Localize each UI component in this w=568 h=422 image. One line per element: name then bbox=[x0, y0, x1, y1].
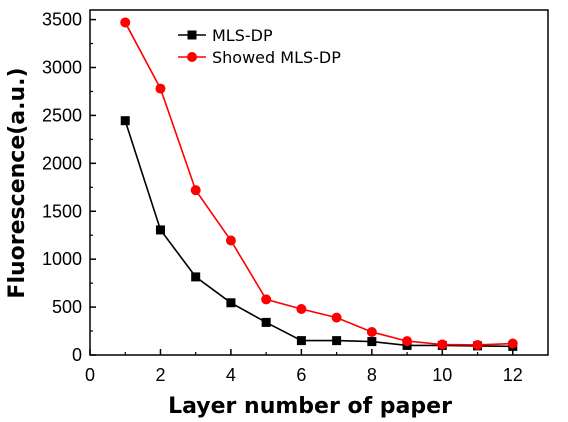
x-tick-label: 4 bbox=[226, 365, 236, 385]
y-tick-label: 3000 bbox=[42, 58, 82, 78]
x-tick-label: 0 bbox=[85, 365, 95, 385]
axis-ticks bbox=[89, 18, 514, 356]
data-point-square bbox=[191, 272, 201, 282]
y-tick-label: 2500 bbox=[42, 105, 82, 125]
data-point-square bbox=[120, 116, 130, 126]
data-point-circle bbox=[261, 294, 272, 305]
y-tick-label: 1500 bbox=[42, 201, 82, 221]
data-point-circle bbox=[507, 338, 518, 349]
legend-marker-circle bbox=[187, 52, 197, 62]
y-tick-label: 2000 bbox=[42, 153, 82, 173]
series-line bbox=[124, 120, 513, 348]
legend: MLS-DP Showed MLS-DP bbox=[178, 26, 341, 67]
data-point-square bbox=[261, 317, 271, 327]
y-axis-title: Fluorescence(a.u.) bbox=[5, 67, 30, 298]
series-2 bbox=[120, 17, 518, 350]
data-point-circle bbox=[155, 83, 166, 94]
y-tick-label: 0 bbox=[72, 345, 82, 365]
series-1 bbox=[120, 116, 518, 351]
y-tick-label: 1000 bbox=[42, 249, 82, 269]
data-point-circle bbox=[402, 336, 413, 347]
y-tick-label: 3500 bbox=[42, 10, 82, 30]
legend-label: MLS-DP bbox=[212, 26, 273, 45]
data-point-square bbox=[367, 337, 377, 347]
x-tick-label: 2 bbox=[155, 365, 165, 385]
series-line bbox=[124, 22, 513, 346]
legend-label: Showed MLS-DP bbox=[212, 48, 341, 67]
plot-border bbox=[89, 9, 549, 356]
plot-frame bbox=[89, 9, 549, 356]
data-point-circle bbox=[366, 327, 377, 337]
data-point-circle bbox=[190, 185, 201, 196]
data-point-circle bbox=[472, 339, 483, 350]
y-tick-label: 500 bbox=[52, 297, 82, 317]
data-point-circle bbox=[296, 304, 307, 314]
x-tick-label: 10 bbox=[432, 365, 452, 385]
x-tick-label: 12 bbox=[503, 365, 523, 385]
data-point-square bbox=[332, 336, 342, 346]
legend-item: MLS-DP bbox=[178, 26, 273, 45]
data-point-square bbox=[296, 336, 306, 346]
x-axis-title: Layer number of paper bbox=[168, 394, 452, 419]
data-point-square bbox=[226, 298, 236, 308]
x-tick-label: 8 bbox=[367, 365, 377, 385]
legend-item: Showed MLS-DP bbox=[178, 48, 341, 67]
data-point-circle bbox=[225, 235, 236, 246]
data-point-circle bbox=[331, 312, 342, 323]
x-tick-label: 6 bbox=[296, 365, 306, 385]
legend-marker-square bbox=[187, 30, 197, 40]
data-point-circle bbox=[437, 339, 448, 350]
data-point-square bbox=[155, 225, 165, 235]
tick-labels: 0 2 4 6 8 10 12 0 500 1000 1500 2000 2500 3000 3500 bbox=[42, 10, 523, 385]
data-point-circle bbox=[120, 17, 131, 28]
series-layer bbox=[120, 17, 518, 351]
